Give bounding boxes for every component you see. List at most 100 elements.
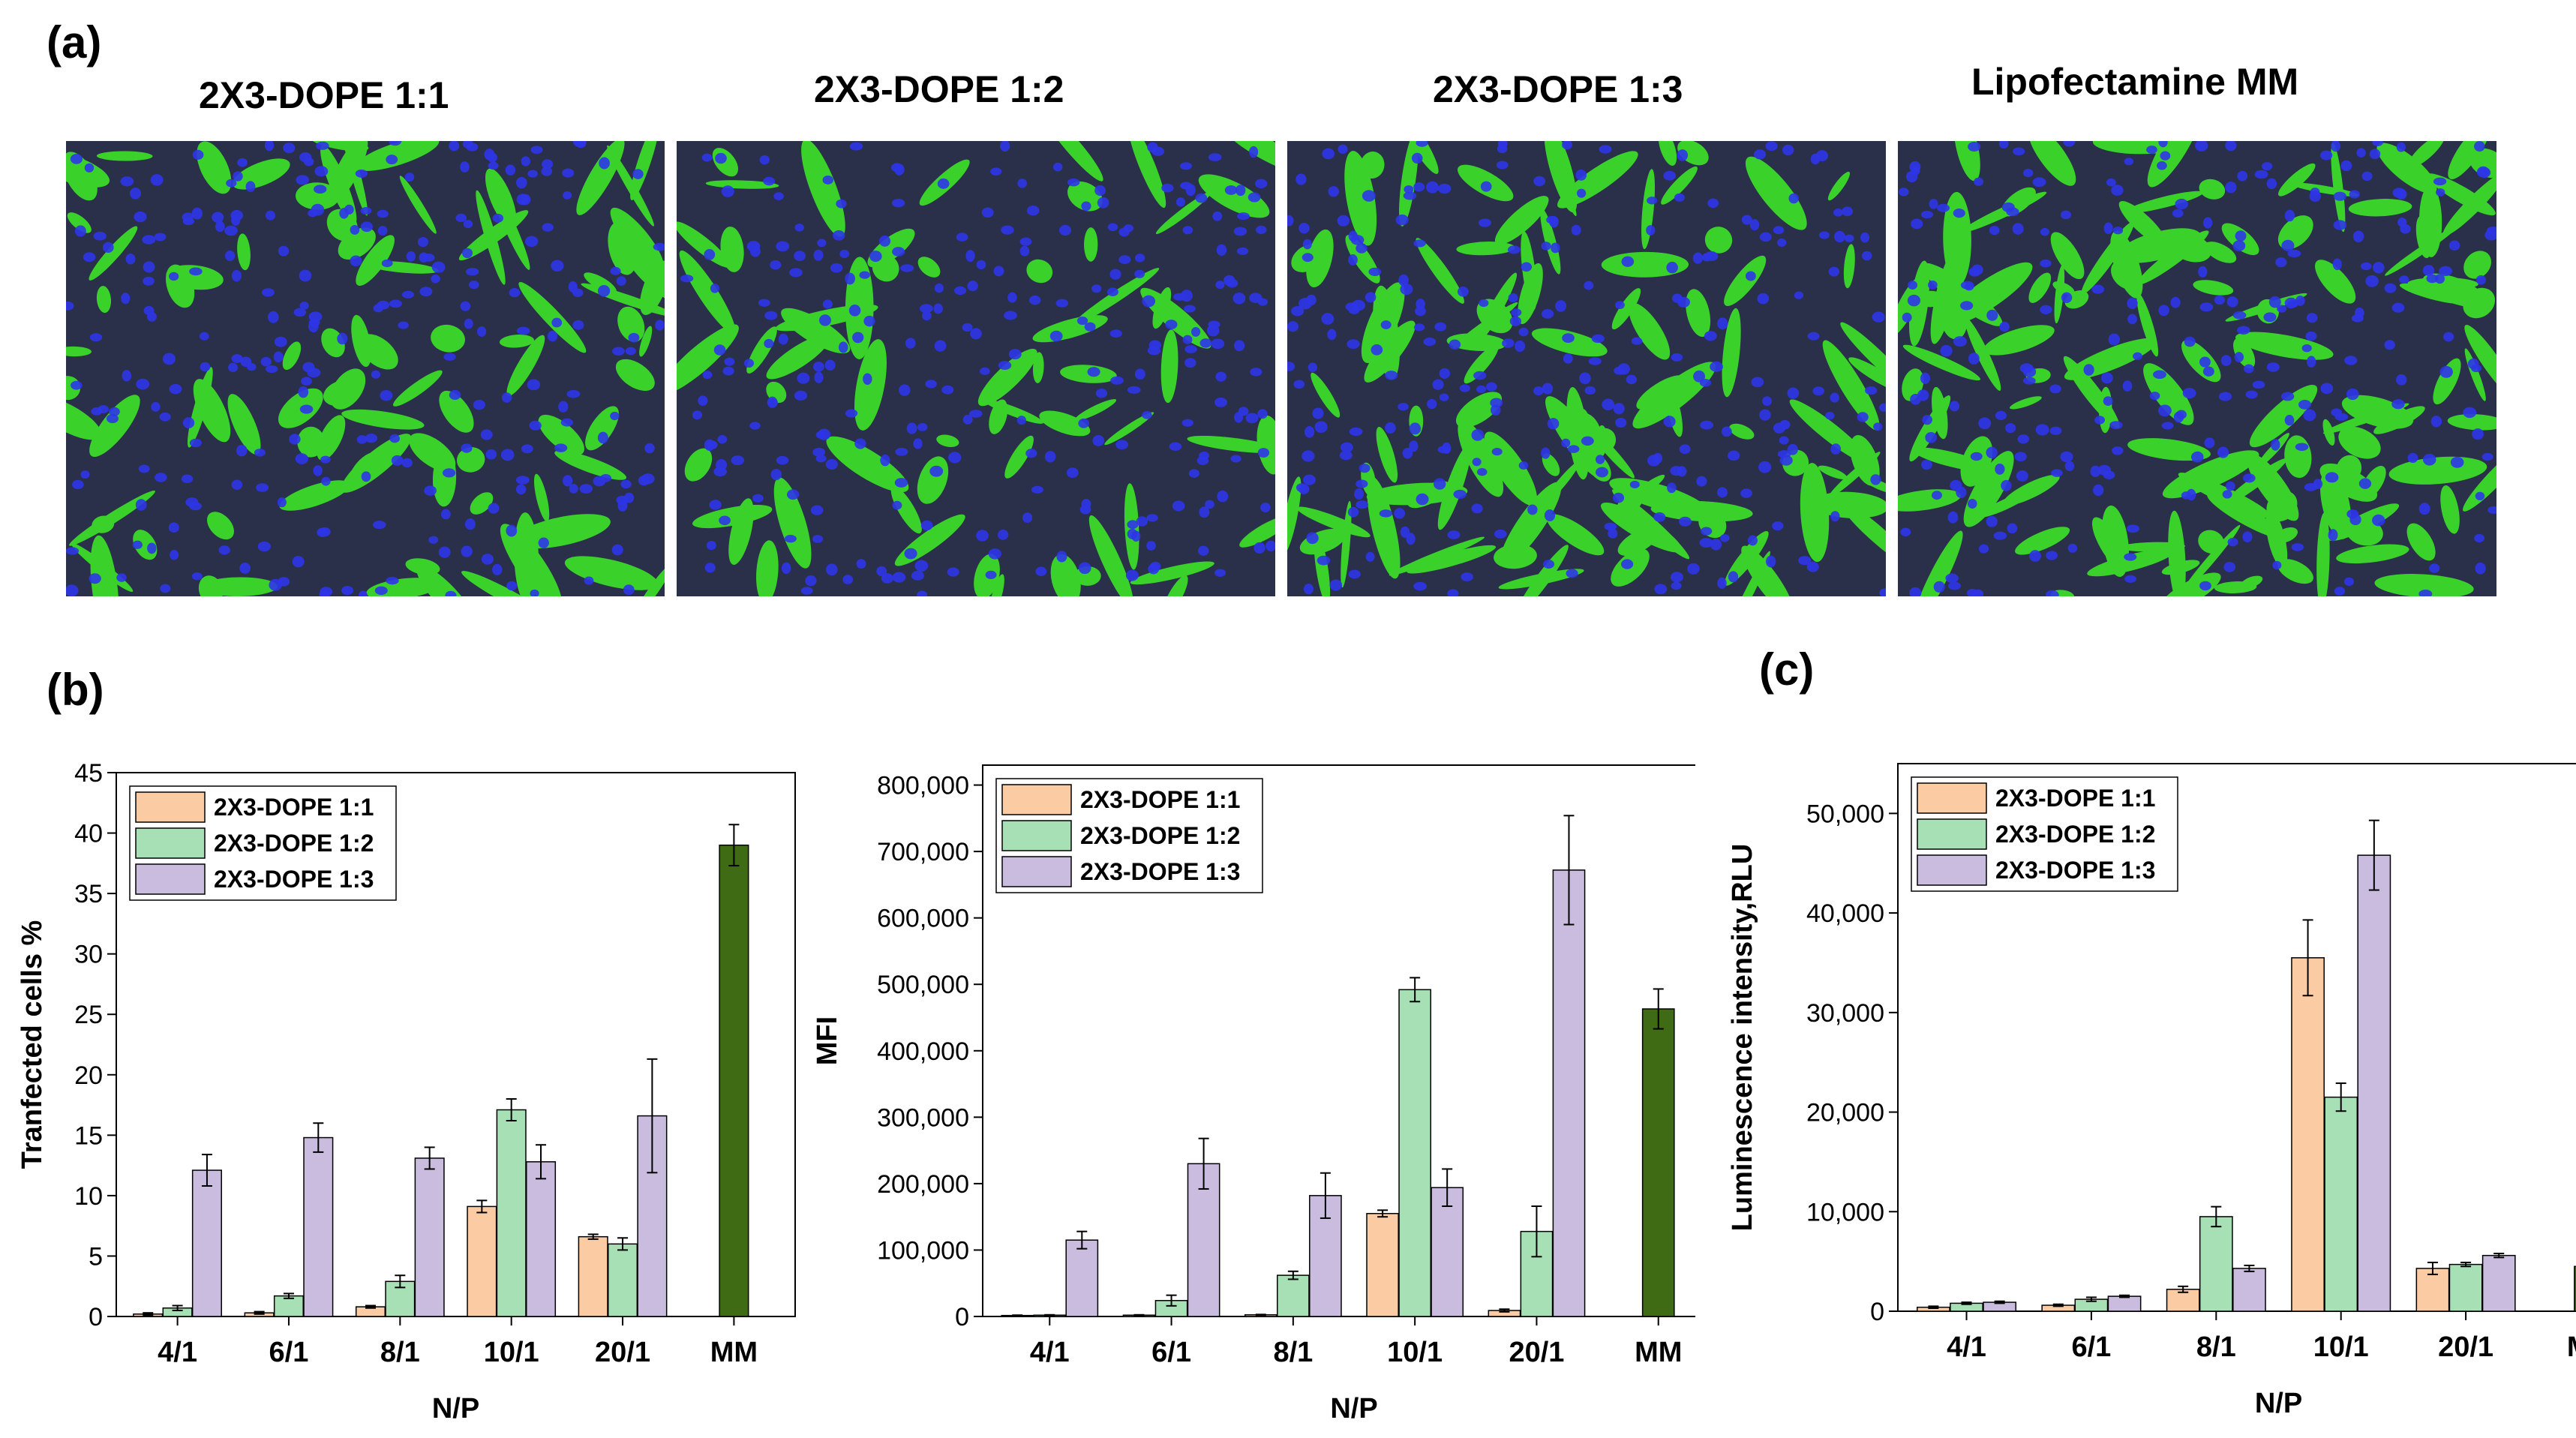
nucleus: [2203, 217, 2213, 229]
nucleus: [876, 566, 887, 577]
gfp-cell: [1913, 447, 1991, 472]
nucleus: [899, 384, 911, 396]
nucleus: [1707, 198, 1719, 209]
nucleus: [245, 181, 256, 193]
nucleus: [1087, 367, 1100, 377]
nucleus: [863, 315, 875, 327]
nucleus: [256, 483, 269, 492]
nuclei: [1898, 141, 2496, 596]
error-bar: [143, 1312, 154, 1316]
gfp-cell: [639, 326, 653, 357]
nucleus: [1509, 316, 1522, 326]
nucleus: [921, 311, 932, 321]
nucleus: [1287, 215, 1294, 227]
nucleus: [1953, 208, 1965, 218]
nucleus: [1577, 188, 1587, 198]
legend: 2X3-DOPE 1:1 2X3-DOPE 1:2 2X3-DOPE 1:3: [1911, 776, 2178, 892]
nucleus: [562, 168, 575, 178]
gfp-cell: [630, 141, 659, 200]
x-tick-label: 4/1: [158, 1337, 197, 1368]
nucleus: [625, 347, 636, 356]
gfp-cell: [2316, 512, 2330, 596]
gfp-cell: [89, 226, 138, 281]
gfp-cell: [2256, 433, 2289, 469]
gfp-cell: [1104, 412, 1154, 446]
nucleus: [1172, 500, 1185, 512]
nucleus: [1395, 215, 1409, 226]
bar: [1277, 1274, 1310, 1317]
nucleus: [709, 500, 722, 510]
nucleus: [752, 494, 764, 503]
gfp-cell: [2101, 505, 2130, 578]
nucleus: [1368, 267, 1382, 276]
nucleus: [529, 420, 542, 431]
nucleus: [2124, 553, 2137, 561]
nucleus: [1055, 299, 1069, 308]
y-tick-label: 25: [74, 1001, 103, 1029]
nucleus: [1860, 232, 1870, 243]
nucleus: [1115, 440, 1129, 450]
gfp-cell: [2408, 141, 2445, 168]
nucleus: [147, 542, 157, 554]
gfp-cell: [166, 265, 224, 290]
nucleus: [254, 449, 266, 457]
error-bar: [2119, 1294, 2130, 1298]
nucleus: [525, 236, 539, 248]
plot-frame: [982, 764, 1695, 1317]
nucleus: [2303, 409, 2316, 422]
nucleus: [599, 157, 610, 170]
nucleus: [1830, 443, 1842, 455]
nucleus: [1109, 329, 1122, 338]
gfp-cell: [2440, 485, 2460, 534]
bar: [2357, 854, 2391, 1312]
nucleus: [1348, 254, 1358, 266]
nucleus: [941, 385, 954, 395]
nucleus: [719, 515, 731, 526]
nucleus: [2060, 210, 2072, 220]
nucleus: [1125, 569, 1139, 581]
error-bar: [283, 1292, 294, 1299]
nucleus: [1205, 500, 1214, 509]
nucleus: [122, 370, 132, 382]
nucleus: [2472, 428, 2484, 440]
nucleus: [1521, 262, 1533, 272]
y-tick-label: 0: [1870, 1298, 1884, 1326]
nucleus: [1035, 566, 1047, 576]
nucleus: [1127, 520, 1139, 530]
gfp-cell: [533, 473, 550, 522]
nucleus: [1303, 584, 1314, 595]
nucleus: [2097, 464, 2112, 476]
nucleus: [1614, 301, 1625, 310]
nucleus: [881, 573, 893, 584]
nucleus: [1542, 560, 1555, 569]
nucleus: [2284, 415, 2295, 426]
nucleus: [2126, 524, 2139, 533]
nucleus: [1898, 188, 1909, 197]
bar: [414, 1157, 445, 1317]
nucleus: [218, 545, 230, 555]
nucleus: [365, 434, 378, 443]
nucleus: [797, 372, 810, 384]
nucleus: [1494, 529, 1507, 539]
gfp-cell: [977, 348, 1037, 407]
nucleus: [1920, 211, 1934, 219]
gfp-cell: [1311, 372, 1341, 418]
nucleus: [623, 584, 635, 596]
nucleus: [1293, 380, 1305, 389]
gfp-cell: [341, 141, 368, 216]
gfp-cell: [1848, 357, 1886, 393]
nucleus: [1322, 148, 1335, 160]
nucleus: [1439, 368, 1451, 379]
gfp-cell: [1822, 340, 1880, 431]
nucleus: [2277, 305, 2287, 313]
nucleus: [1214, 397, 1227, 407]
nucleus: [988, 548, 1001, 560]
nucleus: [488, 161, 499, 170]
gfp-cell: [1367, 476, 1401, 579]
nucleus: [1960, 301, 1974, 311]
nuclei: [680, 141, 1275, 596]
gfp-cell: [1729, 423, 1755, 440]
legend-label: 2X3-DOPE 1:1: [1080, 786, 1240, 813]
nucleus: [825, 459, 838, 470]
error-bar: [201, 1154, 212, 1187]
